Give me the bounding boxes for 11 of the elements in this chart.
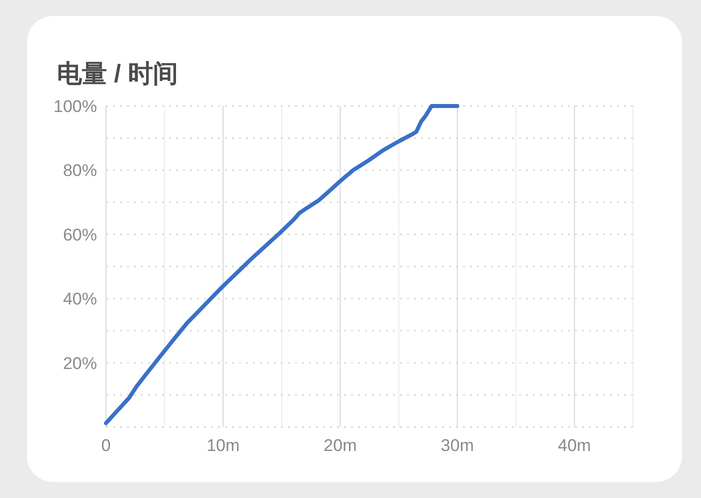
x-tick-label: 40m (558, 436, 591, 455)
y-tick-label: 40% (62, 290, 97, 309)
x-tick-label: 20m (324, 436, 357, 455)
y-tick-label: 80% (62, 161, 97, 180)
x-tick-label: 30m (440, 436, 474, 455)
x-tick-label: 0 (101, 436, 111, 455)
chart-title: 电量 / 时间 (57, 60, 178, 88)
y-tick-label: 60% (62, 225, 97, 244)
y-tick-label: 100% (54, 97, 97, 116)
x-tick-label: 10m (206, 436, 240, 455)
y-tick-label: 20% (62, 354, 97, 373)
